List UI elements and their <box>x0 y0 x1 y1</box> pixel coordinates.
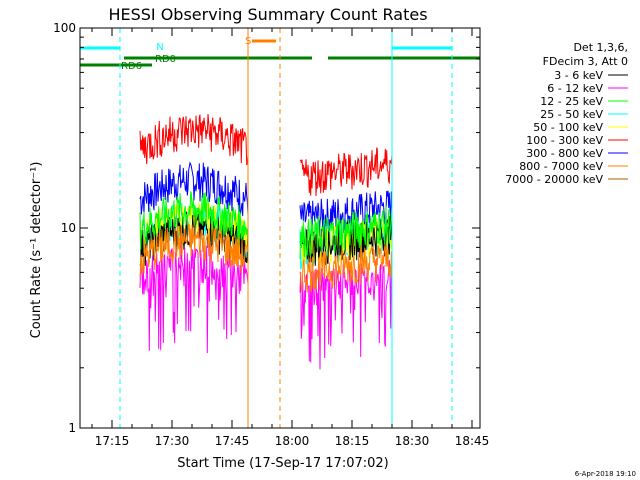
marker-label-n: N <box>156 42 163 53</box>
axes: 17:15 17:30 17:45 18:00 18:15 18:30 18:45 1 10 10… <box>53 21 489 448</box>
footer-timestamp: 6-Apr-2018 19:10 <box>575 470 636 478</box>
x-tick-label-0: 17:15 <box>95 434 130 448</box>
series-line-6-segment-1 <box>299 190 393 237</box>
chart-title: HESSI Observing Summary Count Rates <box>108 5 427 24</box>
legend-label-2: 12 - 25 keV <box>540 95 603 108</box>
x-tick-label-1: 17:30 <box>155 434 190 448</box>
x-tick-label-5: 18:30 <box>395 434 430 448</box>
y-tick-label-0: 1 <box>68 421 76 435</box>
legend-label-3: 25 - 50 keV <box>540 108 603 121</box>
series-line-1-segment-1 <box>299 259 393 370</box>
legend-header-line-2: FDecim 3, Att 0 <box>543 55 628 68</box>
x-tick-label-2: 17:45 <box>215 434 250 448</box>
legend-label-0: 3 - 6 keV <box>554 69 603 82</box>
series-line-7-segment-0 <box>139 223 249 278</box>
legend-label-1: 6 - 12 keV <box>547 82 603 95</box>
legend-label-7: 800 - 7000 keV <box>519 160 603 173</box>
series-line-1-segment-0 <box>139 244 249 354</box>
series-layer <box>139 114 393 370</box>
legend-label-4: 50 - 100 keV <box>533 121 603 134</box>
marker-label-rd0: RD0 <box>155 54 176 65</box>
legend-label-8: 7000 - 20000 keV <box>505 173 603 186</box>
legend-header-line-1: Det 1,3,6, <box>573 41 628 54</box>
series-line-7-segment-1 <box>299 244 393 293</box>
x-tick-label-6: 18:45 <box>455 434 490 448</box>
legend-label-5: 100 - 300 keV <box>526 134 603 147</box>
x-tick-label-3: 18:00 <box>275 434 310 448</box>
flag-bars <box>80 39 480 67</box>
x-axis-label: Start Time (17-Sep-17 17:07:02) <box>177 456 388 471</box>
x-tick-label-4: 18:15 <box>335 434 370 448</box>
y-tick-label-2: 100 <box>53 21 76 35</box>
legend-label-6: 300 - 800 keV <box>526 147 603 160</box>
y-tick-label-1: 10 <box>61 221 76 235</box>
series-line-5-segment-1 <box>299 147 393 197</box>
series-line-5-segment-0 <box>139 114 249 166</box>
series-line-2-segment-1 <box>299 206 393 259</box>
y-axis-label: Count Rate (s⁻¹ detector⁻¹) <box>29 162 44 339</box>
series-line-4-segment-1 <box>299 218 393 269</box>
marker-label-s: S <box>245 36 251 47</box>
series-line-6-segment-0 <box>139 161 249 217</box>
marker-label-rd6: RD6 <box>121 61 142 72</box>
series-line-2-segment-0 <box>139 191 249 250</box>
vertical-lines <box>79 28 453 428</box>
